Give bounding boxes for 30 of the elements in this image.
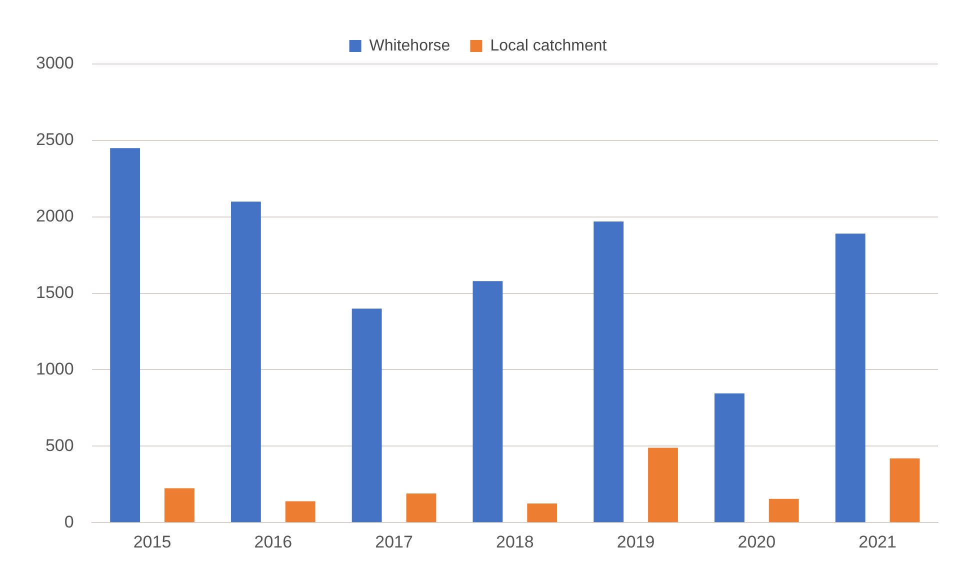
y-tick-label: 2500 bbox=[36, 130, 74, 150]
bar bbox=[594, 221, 624, 522]
x-tick-label: 2015 bbox=[133, 532, 172, 552]
x-tick-label: 2020 bbox=[738, 532, 776, 552]
bar bbox=[472, 281, 503, 522]
y-tick-label: 2000 bbox=[36, 206, 74, 226]
legend-label: Local catchment bbox=[490, 37, 608, 54]
x-tick-label: 2016 bbox=[254, 532, 292, 552]
x-tick-label: 2021 bbox=[858, 532, 896, 552]
bar bbox=[527, 503, 558, 522]
bar bbox=[352, 308, 382, 522]
x-tick-label: 2018 bbox=[496, 532, 534, 552]
x-tick-label: 2019 bbox=[616, 532, 655, 552]
bar bbox=[890, 458, 920, 522]
bar bbox=[768, 498, 799, 522]
y-tick-label: 1000 bbox=[36, 359, 74, 378]
x-tick-label: 2017 bbox=[375, 532, 413, 552]
bar bbox=[110, 148, 140, 522]
bar bbox=[835, 234, 866, 522]
bar bbox=[230, 202, 261, 522]
y-tick-label: 500 bbox=[45, 436, 74, 455]
y-tick-label: 3000 bbox=[36, 54, 74, 73]
bar bbox=[164, 488, 194, 522]
bar bbox=[406, 494, 436, 522]
y-tick-label: 1500 bbox=[36, 282, 74, 302]
legend-label: Whitehorse bbox=[369, 37, 450, 54]
y-tick-label: 0 bbox=[64, 512, 74, 532]
bar bbox=[714, 393, 744, 522]
bar bbox=[648, 448, 678, 522]
bar bbox=[285, 501, 316, 522]
